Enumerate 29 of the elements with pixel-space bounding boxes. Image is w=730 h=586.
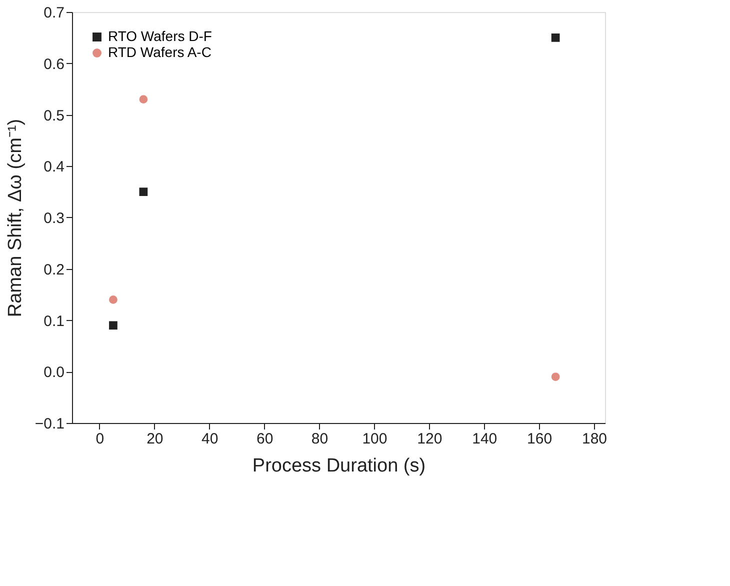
x-tick-label: 0 [96, 430, 104, 448]
y-tick-label: −0.1 [34, 416, 64, 432]
y-tick-label: 0.1 [44, 312, 64, 330]
x-tick-label: 80 [311, 430, 328, 448]
point [109, 296, 118, 304]
legend-label: RTD Wafers A-C [108, 44, 212, 60]
x-tick-label: 40 [202, 430, 218, 448]
x-tick-label: 20 [146, 430, 164, 448]
x-tick-label: 140 [472, 430, 498, 448]
point [551, 372, 560, 381]
x-tick-label: 160 [527, 430, 552, 448]
y-tick-label: 0.4 [44, 158, 64, 176]
point [551, 34, 560, 42]
y-tick-label: 0.5 [44, 107, 64, 124]
y-tick-label: 0.3 [44, 210, 64, 227]
x-axis-title: Process Duration (s) [252, 456, 426, 476]
x-tick-label: 60 [256, 430, 274, 448]
y-axis-title: Raman Shift, Δω (cm⁻¹) [4, 118, 26, 318]
point [139, 188, 148, 196]
x-tick-label: 120 [417, 430, 442, 448]
y-tick-label: 0.2 [44, 261, 64, 278]
legend-label: RTO Wafers D-F [108, 28, 212, 44]
y-tick-label: 0.0 [44, 364, 64, 382]
x-tick-label: 180 [582, 430, 608, 448]
y-tick-label: 0.7 [44, 4, 64, 22]
point [109, 321, 118, 330]
y-tick-label: 0.6 [44, 56, 64, 73]
point [139, 95, 148, 104]
x-tick-label: 100 [362, 430, 388, 448]
